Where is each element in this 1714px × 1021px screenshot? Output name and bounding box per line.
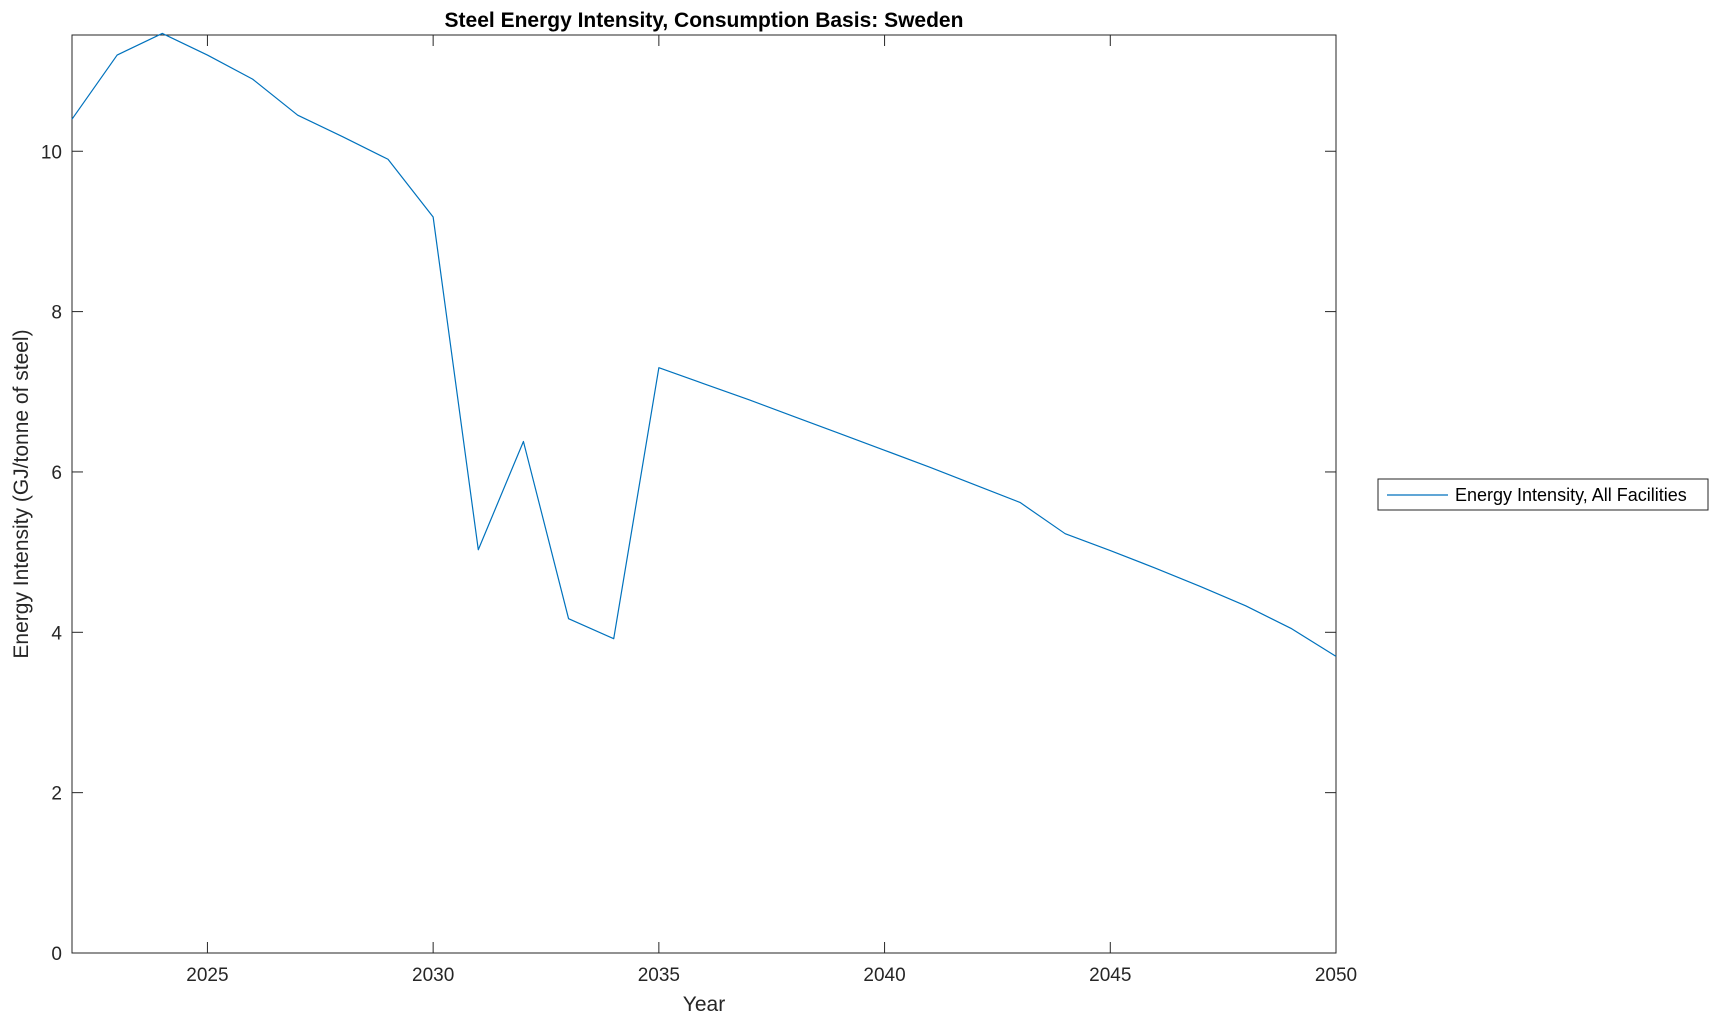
legend-entry: Energy Intensity, All Facilities — [1455, 485, 1687, 505]
x-tick-label: 2050 — [1315, 965, 1357, 986]
y-tick-label: 4 — [51, 623, 62, 644]
x-tick-label: 2025 — [186, 965, 228, 986]
x-axis-label: Year — [683, 993, 725, 1016]
x-tick-label: 2030 — [412, 965, 454, 986]
y-tick-label: 8 — [51, 303, 62, 324]
x-axis: 2025 2030 2035 2040 2045 2050 — [186, 35, 1357, 986]
y-tick-label: 0 — [51, 944, 62, 965]
y-axis-label: Energy Intensity (GJ/tonne of steel) — [10, 329, 33, 658]
y-tick-label: 10 — [41, 142, 62, 163]
plot-area — [71, 34, 1337, 954]
chart-title: Steel Energy Intensity, Consumption Basi… — [445, 9, 964, 32]
y-tick-label: 6 — [51, 463, 62, 484]
x-tick-label: 2045 — [1089, 965, 1131, 986]
series-group — [71, 32, 1337, 657]
x-tick-label: 2040 — [863, 965, 905, 986]
y-tick-label: 2 — [51, 784, 62, 805]
legend: Energy Intensity, All Facilities — [1377, 478, 1709, 511]
y-axis: 0 2 4 6 8 10 — [41, 142, 1336, 965]
x-tick-label: 2035 — [638, 965, 680, 986]
series-line-0 — [71, 32, 1337, 657]
